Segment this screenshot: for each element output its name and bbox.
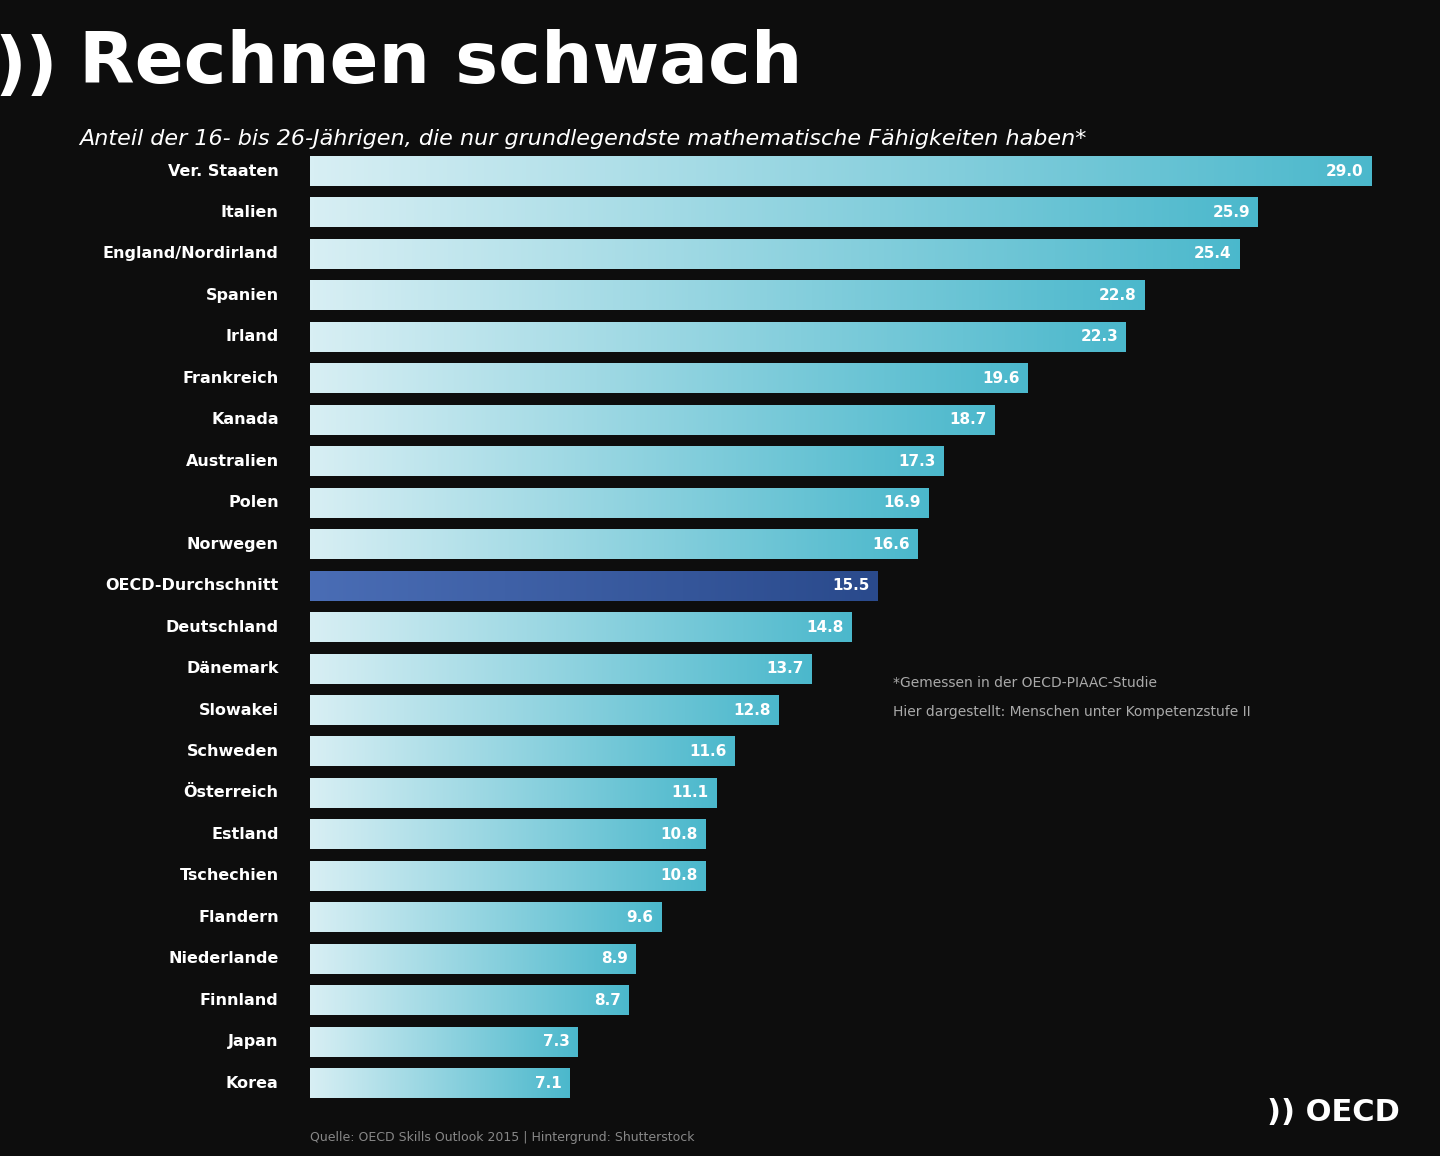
Text: 29.0: 29.0 [1326, 163, 1364, 178]
Text: 10.8: 10.8 [660, 827, 697, 842]
Text: Niederlande: Niederlande [168, 951, 279, 966]
Text: Tschechien: Tschechien [180, 868, 279, 883]
Text: 22.3: 22.3 [1080, 329, 1119, 344]
Text: 8.9: 8.9 [600, 951, 628, 966]
Text: OECD-Durchschnitt: OECD-Durchschnitt [105, 578, 279, 593]
Text: 22.8: 22.8 [1099, 288, 1136, 303]
Text: 7.1: 7.1 [536, 1076, 562, 1091]
Text: Rechnen schwach: Rechnen schwach [79, 29, 802, 98]
Text: Deutschland: Deutschland [166, 620, 279, 635]
Text: Ver. Staaten: Ver. Staaten [168, 163, 279, 178]
Text: Italien: Italien [220, 205, 279, 220]
Text: Kanada: Kanada [212, 413, 279, 428]
Text: 19.6: 19.6 [982, 371, 1020, 386]
Text: Norwegen: Norwegen [187, 536, 279, 551]
Text: Flandern: Flandern [199, 910, 279, 925]
Text: 25.4: 25.4 [1194, 246, 1231, 261]
Text: Spanien: Spanien [206, 288, 279, 303]
Text: 7.3: 7.3 [543, 1035, 569, 1050]
Text: England/Nordirland: England/Nordirland [102, 246, 279, 261]
Text: )): )) [0, 34, 58, 101]
Text: Japan: Japan [228, 1035, 279, 1050]
Text: Korea: Korea [226, 1076, 279, 1091]
Text: 13.7: 13.7 [766, 661, 804, 676]
Text: Hier dargestellt: Menschen unter Kompetenzstufe II: Hier dargestellt: Menschen unter Kompete… [893, 705, 1250, 719]
Text: )) OECD: )) OECD [1267, 1098, 1400, 1127]
Text: Schweden: Schweden [187, 744, 279, 759]
Text: 25.9: 25.9 [1212, 205, 1250, 220]
Text: Dänemark: Dänemark [186, 661, 279, 676]
Text: Australien: Australien [186, 454, 279, 469]
Text: 12.8: 12.8 [733, 703, 770, 718]
Text: Österreich: Österreich [184, 785, 279, 800]
Text: 14.8: 14.8 [806, 620, 844, 635]
Text: 18.7: 18.7 [949, 413, 986, 428]
Text: Irland: Irland [226, 329, 279, 344]
Text: 11.1: 11.1 [671, 785, 708, 800]
Text: Frankreich: Frankreich [183, 371, 279, 386]
Text: 8.7: 8.7 [593, 993, 621, 1008]
Text: Estland: Estland [212, 827, 279, 842]
Text: *Gemessen in der OECD-PIAAC-Studie: *Gemessen in der OECD-PIAAC-Studie [893, 676, 1156, 690]
Text: 17.3: 17.3 [899, 454, 936, 469]
Text: Finnland: Finnland [200, 993, 279, 1008]
Text: 15.5: 15.5 [832, 578, 870, 593]
Text: Slowakei: Slowakei [199, 703, 279, 718]
Text: 10.8: 10.8 [660, 868, 697, 883]
Text: 16.6: 16.6 [873, 536, 910, 551]
Text: Polen: Polen [228, 495, 279, 510]
Text: 9.6: 9.6 [626, 910, 654, 925]
Text: Anteil der 16- bis 26-Jährigen, die nur grundlegendste mathematische Fähigkeiten: Anteil der 16- bis 26-Jährigen, die nur … [79, 129, 1087, 149]
Text: 11.6: 11.6 [690, 744, 727, 759]
Text: 16.9: 16.9 [883, 495, 920, 510]
Text: Quelle: OECD Skills Outlook 2015 | Hintergrund: Shutterstock: Quelle: OECD Skills Outlook 2015 | Hinte… [310, 1132, 694, 1144]
